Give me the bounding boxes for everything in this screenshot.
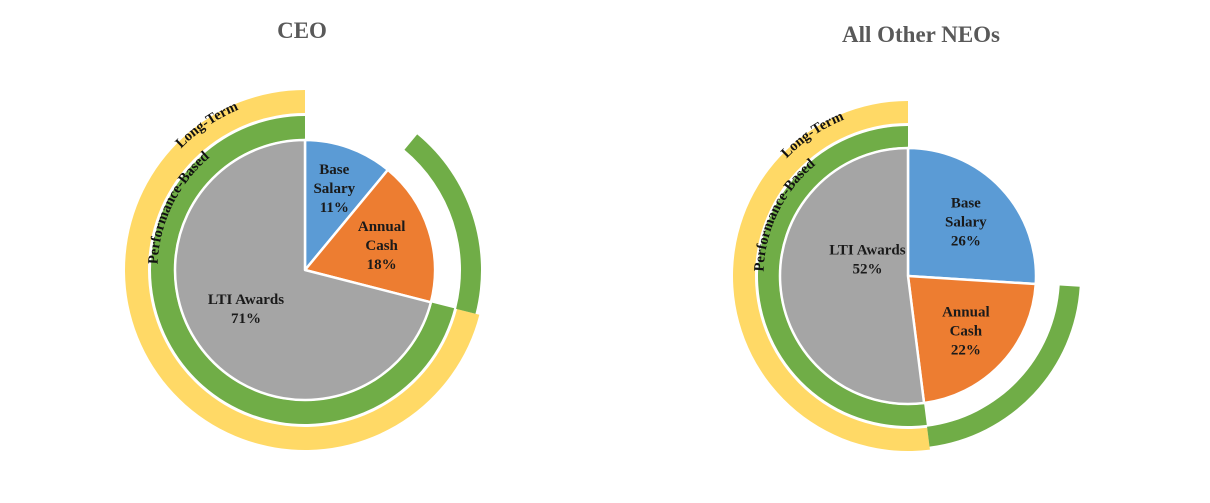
ceo-slice-base-salary — [303, 138, 390, 272]
ceo-slice-lti-awards — [173, 138, 433, 402]
neo-label-base-salary: Base Salary 26% — [945, 196, 987, 250]
neo-chart-title: All Other NEOs — [842, 22, 1000, 47]
ceo-chart-title: CEO — [277, 18, 327, 43]
neo-slice-lti-awards — [778, 146, 926, 406]
neo-performance-ring-inner — [758, 126, 927, 426]
neo-slice-base-salary — [906, 146, 1038, 286]
ceo-label-lti-awards: LTI Awards 71% — [208, 292, 284, 327]
neo-label-lti-awards: LTI Awards 52% — [829, 243, 905, 278]
neo-long-term-ring — [732, 101, 930, 452]
ceo-label-base-salary: Base Salary 11% — [313, 162, 355, 216]
ceo-label-annual-cash: Annual Cash 18% — [358, 219, 406, 273]
neo-pie-chart: Base Salary 26%Annual Cash 22%LTI Awards 52%P… — [732, 22, 1080, 452]
neo-performance-ring-outer — [927, 285, 1080, 447]
neo-slice-annual-cash — [906, 274, 1037, 405]
neo-label-annual-cash: Annual Cash 22% — [942, 304, 990, 358]
ceo-pie-chart: Base Salary 11%Annual Cash 18%LTI Awards 71%P… — [125, 18, 481, 450]
ceo-slice-annual-cash — [303, 168, 437, 304]
ceo-performance-ring-outer — [404, 134, 481, 314]
